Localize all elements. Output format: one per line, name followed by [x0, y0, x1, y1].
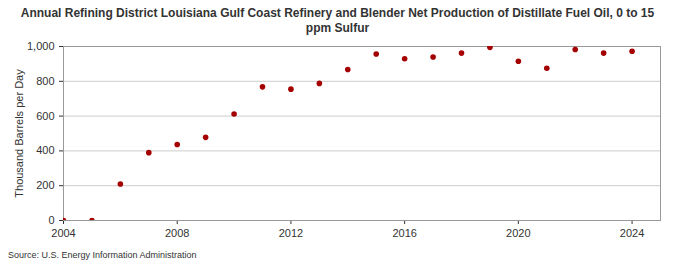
svg-text:400: 400: [36, 144, 54, 156]
svg-text:2016: 2016: [392, 227, 416, 239]
svg-text:2012: 2012: [279, 227, 303, 239]
svg-text:1,000: 1,000: [27, 40, 55, 52]
svg-text:200: 200: [36, 179, 54, 191]
svg-text:2024: 2024: [620, 227, 644, 239]
html-text:Source: U.S. Energy Informatio: Source: U.S. Energy Information Administ…: [8, 250, 197, 260]
svg-text:2020: 2020: [506, 227, 530, 239]
html-text:Annual Refining District Louis: Annual Refining District Louisiana Gulf …: [20, 6, 655, 35]
svg-text:2008: 2008: [165, 227, 189, 239]
svg-text:600: 600: [36, 110, 54, 122]
svg-text:800: 800: [36, 75, 54, 87]
svg-text:Thousand Barrels per Day: Thousand Barrels per Day: [13, 69, 25, 198]
svg-text:2004: 2004: [51, 227, 75, 239]
svg-text:0: 0: [48, 214, 54, 226]
